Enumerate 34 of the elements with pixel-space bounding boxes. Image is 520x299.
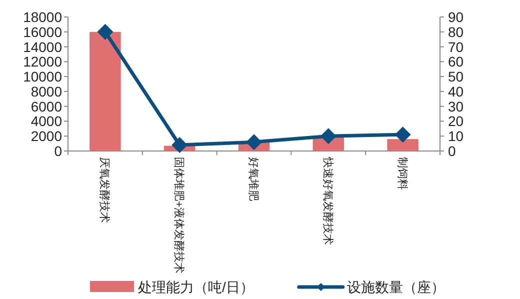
y2-tick-label: 80 bbox=[448, 24, 464, 40]
y-tick-label: 12000 bbox=[23, 54, 62, 70]
legend-label: 设施数量（座） bbox=[346, 279, 445, 295]
y2-tick-label: 0 bbox=[448, 143, 456, 159]
bar bbox=[387, 139, 418, 151]
x-tick-label: 快速好氧发酵技术 bbox=[321, 156, 334, 245]
point bbox=[246, 134, 262, 150]
y-tick-label: 18000 bbox=[23, 9, 62, 25]
y2-tick-label: 60 bbox=[448, 54, 464, 70]
y-tick-label: 16000 bbox=[23, 24, 62, 40]
y-tick-label: 14000 bbox=[23, 38, 62, 55]
legend-label: 处理能力（吨/日） bbox=[138, 279, 254, 295]
point bbox=[172, 137, 188, 154]
point bbox=[394, 126, 411, 143]
y-tick-label: 10000 bbox=[23, 68, 62, 85]
y-tick-label: 6000 bbox=[30, 98, 62, 114]
y2-tick-label: 50 bbox=[448, 68, 464, 85]
point bbox=[97, 24, 114, 40]
y2-tick-label: 30 bbox=[448, 98, 464, 114]
y-tick-label: 0 bbox=[54, 143, 62, 159]
y2-tick-label: 10 bbox=[448, 128, 464, 144]
y-tick-label: 8000 bbox=[30, 83, 62, 100]
x-tick-label: 厌氧发酵技术 bbox=[98, 157, 112, 223]
y2-tick-label: 90 bbox=[448, 9, 464, 25]
point bbox=[320, 128, 336, 144]
bar bbox=[90, 32, 121, 151]
y2-tick-label: 70 bbox=[448, 38, 464, 55]
y2-tick-label: 20 bbox=[448, 113, 464, 130]
x-tick-label: 固体堆肥+液体发酵技术 bbox=[172, 157, 186, 274]
y2-tick-label: 40 bbox=[448, 83, 464, 100]
x-tick-label: 好氧堆肥 bbox=[247, 157, 259, 201]
y-tick-label: 4000 bbox=[30, 113, 62, 130]
y-tick-label: 2000 bbox=[30, 128, 62, 144]
x-tick-label: 制饲料 bbox=[396, 157, 409, 190]
